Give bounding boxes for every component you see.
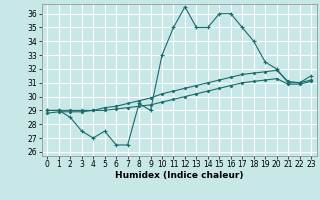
X-axis label: Humidex (Indice chaleur): Humidex (Indice chaleur) (115, 171, 244, 180)
